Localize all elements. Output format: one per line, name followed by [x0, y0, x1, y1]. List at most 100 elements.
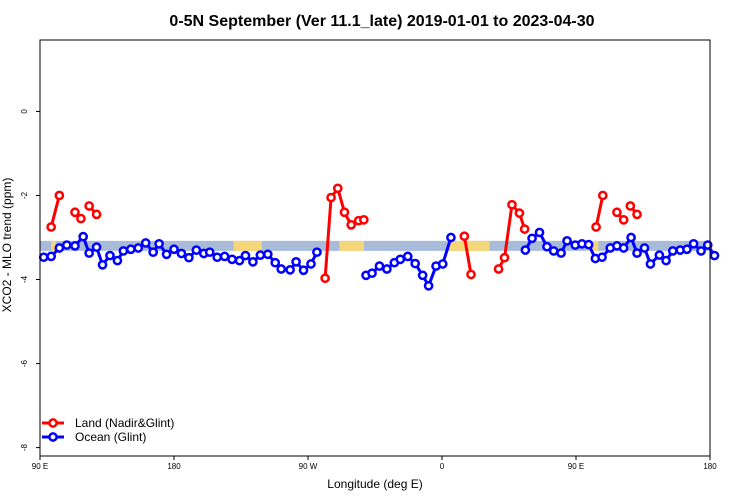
land-series-line: [462, 235, 473, 275]
ocean-point: [184, 252, 194, 263]
land-point: [519, 224, 530, 234]
ocean-point: [654, 250, 665, 260]
ocean-point: [548, 246, 559, 256]
land-point: [632, 209, 642, 220]
ocean-point: [639, 243, 650, 253]
ocean-point: [46, 251, 57, 262]
legend-ocean-marker: [48, 432, 58, 442]
land-point: [625, 201, 636, 211]
land-point: [70, 207, 80, 218]
ocean-point: [176, 248, 187, 259]
ocean-point: [583, 239, 594, 250]
ocean-point: [227, 254, 237, 265]
ocean-point: [70, 241, 80, 251]
y-axis-label: XCO2 - MLO trend (ppm): [0, 178, 14, 313]
legend-land-marker: [48, 418, 58, 428]
ocean-point: [262, 249, 273, 260]
ocean-point: [709, 250, 720, 261]
land-point: [612, 207, 622, 218]
ocean-point: [423, 280, 434, 291]
plot-frame: [39, 39, 711, 457]
ocean-point: [276, 264, 287, 274]
y-tick-label: -4: [20, 275, 29, 283]
ocean-point: [84, 248, 94, 258]
land-point: [332, 183, 343, 194]
ocean-point: [306, 259, 316, 269]
land-point: [618, 214, 629, 225]
ocean-point: [105, 250, 115, 261]
ocean-point: [154, 238, 164, 249]
ocean-point: [285, 265, 295, 275]
ocean-point: [91, 242, 102, 253]
land-point: [499, 252, 510, 263]
ocean-point: [191, 245, 202, 255]
ocean-point: [682, 244, 692, 255]
ocean-point: [597, 252, 607, 263]
ocean-point: [255, 250, 266, 260]
land-point: [320, 273, 330, 284]
ocean-point: [382, 264, 392, 274]
ocean-point: [240, 250, 251, 261]
ocean-point: [291, 257, 301, 267]
y-tick-label: -6: [20, 359, 29, 367]
ocean-point: [140, 238, 151, 248]
land-point: [339, 207, 350, 218]
ocean-point: [395, 254, 406, 265]
ocean-point: [618, 243, 629, 253]
legend-ocean-label: Ocean (Glint): [75, 430, 146, 444]
y-axis: 0 -2 -4 -6 -8: [20, 109, 40, 451]
ocean-point: [374, 261, 385, 271]
land-series-line: [49, 195, 61, 228]
ocean-point: [402, 251, 413, 262]
ocean-point: [270, 257, 281, 268]
ocean-point: [520, 245, 531, 255]
ocean-point: [161, 249, 172, 260]
land-point: [346, 220, 357, 230]
ocean-point: [632, 248, 642, 258]
ocean-point: [626, 232, 636, 243]
ocean-point: [169, 244, 179, 255]
ocean-point: [118, 246, 129, 256]
ocean-point: [446, 232, 456, 243]
land-point: [91, 209, 102, 220]
land-point: [459, 231, 470, 242]
ocean-point: [298, 265, 309, 276]
ocean-point: [542, 241, 552, 252]
ocean-point: [125, 244, 136, 255]
ocean-point: [112, 255, 123, 266]
ocean-point: [645, 259, 656, 269]
ocean-point: [38, 252, 49, 263]
x-tick-label: 90 W: [299, 462, 318, 471]
ocean-point: [667, 246, 678, 256]
ocean-point: [688, 238, 699, 249]
ocean-point: [212, 252, 223, 263]
ocean-point: [367, 268, 377, 279]
y-tick-label: 0: [20, 109, 29, 114]
land-point: [514, 208, 525, 218]
land-series-line: [594, 195, 605, 228]
land-point: [597, 190, 608, 201]
land-point: [493, 264, 504, 274]
x-axis-label: Longitude (deg E): [327, 477, 422, 491]
x-tick-label: 180: [703, 462, 717, 471]
ocean-point: [437, 259, 448, 269]
ocean-point: [204, 247, 215, 258]
land-point: [466, 269, 476, 280]
legend: Land (Nadir&Glint)Ocean (Glint): [42, 416, 174, 444]
ocean-point: [61, 240, 72, 250]
land-point: [76, 213, 86, 224]
ocean-point: [661, 255, 671, 266]
legend-land-label: Land (Nadir&Glint): [75, 416, 174, 430]
ocean-point: [562, 236, 572, 246]
land-point: [591, 222, 601, 232]
ocean-point: [417, 270, 428, 281]
ocean-point: [97, 259, 108, 270]
ocean-point: [527, 233, 537, 244]
series-layer: [38, 183, 720, 291]
ocean-point: [234, 255, 245, 266]
ocean-point: [78, 231, 89, 242]
land-point: [507, 199, 517, 210]
ocean-point: [696, 246, 706, 256]
x-tick-label: 0: [440, 462, 445, 471]
